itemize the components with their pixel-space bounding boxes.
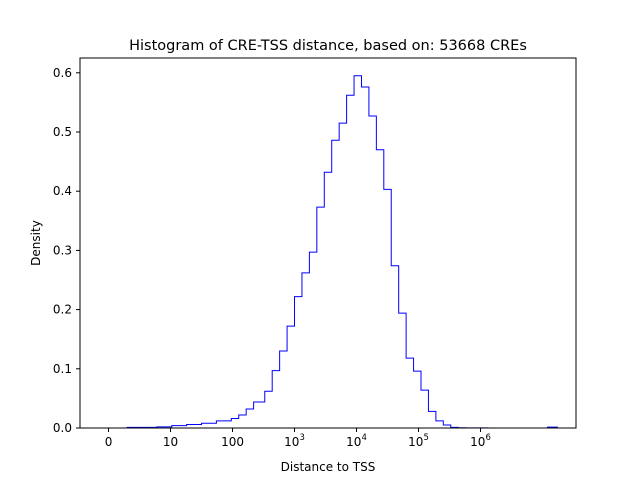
x-tick-label: 0 — [105, 435, 113, 449]
y-tick-label: 0.0 — [53, 421, 72, 435]
y-axis-label: Density — [29, 220, 43, 266]
y-tick-label: 0.2 — [53, 303, 72, 317]
x-tick-label: 10 — [163, 435, 178, 449]
x-axis-label: Distance to TSS — [281, 460, 376, 474]
axes-frame — [79, 57, 577, 429]
x-tick-label: 106 — [470, 433, 491, 449]
x-tick-label: 103 — [284, 433, 305, 449]
y-axis-ticks: 0.0 0.1 0.2 0.3 0.4 0.5 0.6 — [53, 66, 80, 435]
chart-title: Histogram of CRE-TSS distance, based on:… — [129, 38, 527, 54]
y-tick-label: 0.4 — [53, 184, 72, 198]
plot-area: 0 10 100 103 104 105 106 0.0 0.1 0.2 0.3 0.4 0.5 0.6 — [53, 57, 577, 449]
y-tick-label: 0.6 — [53, 66, 72, 80]
y-tick-label: 0.1 — [53, 362, 72, 376]
y-tick-label: 0.3 — [53, 243, 72, 257]
x-tick-label: 104 — [346, 433, 367, 449]
x-tick-label: 105 — [408, 433, 429, 449]
y-tick-label: 0.5 — [53, 125, 72, 139]
x-axis-ticks: 0 10 100 103 104 105 106 — [105, 428, 491, 449]
x-tick-label: 100 — [221, 435, 244, 449]
